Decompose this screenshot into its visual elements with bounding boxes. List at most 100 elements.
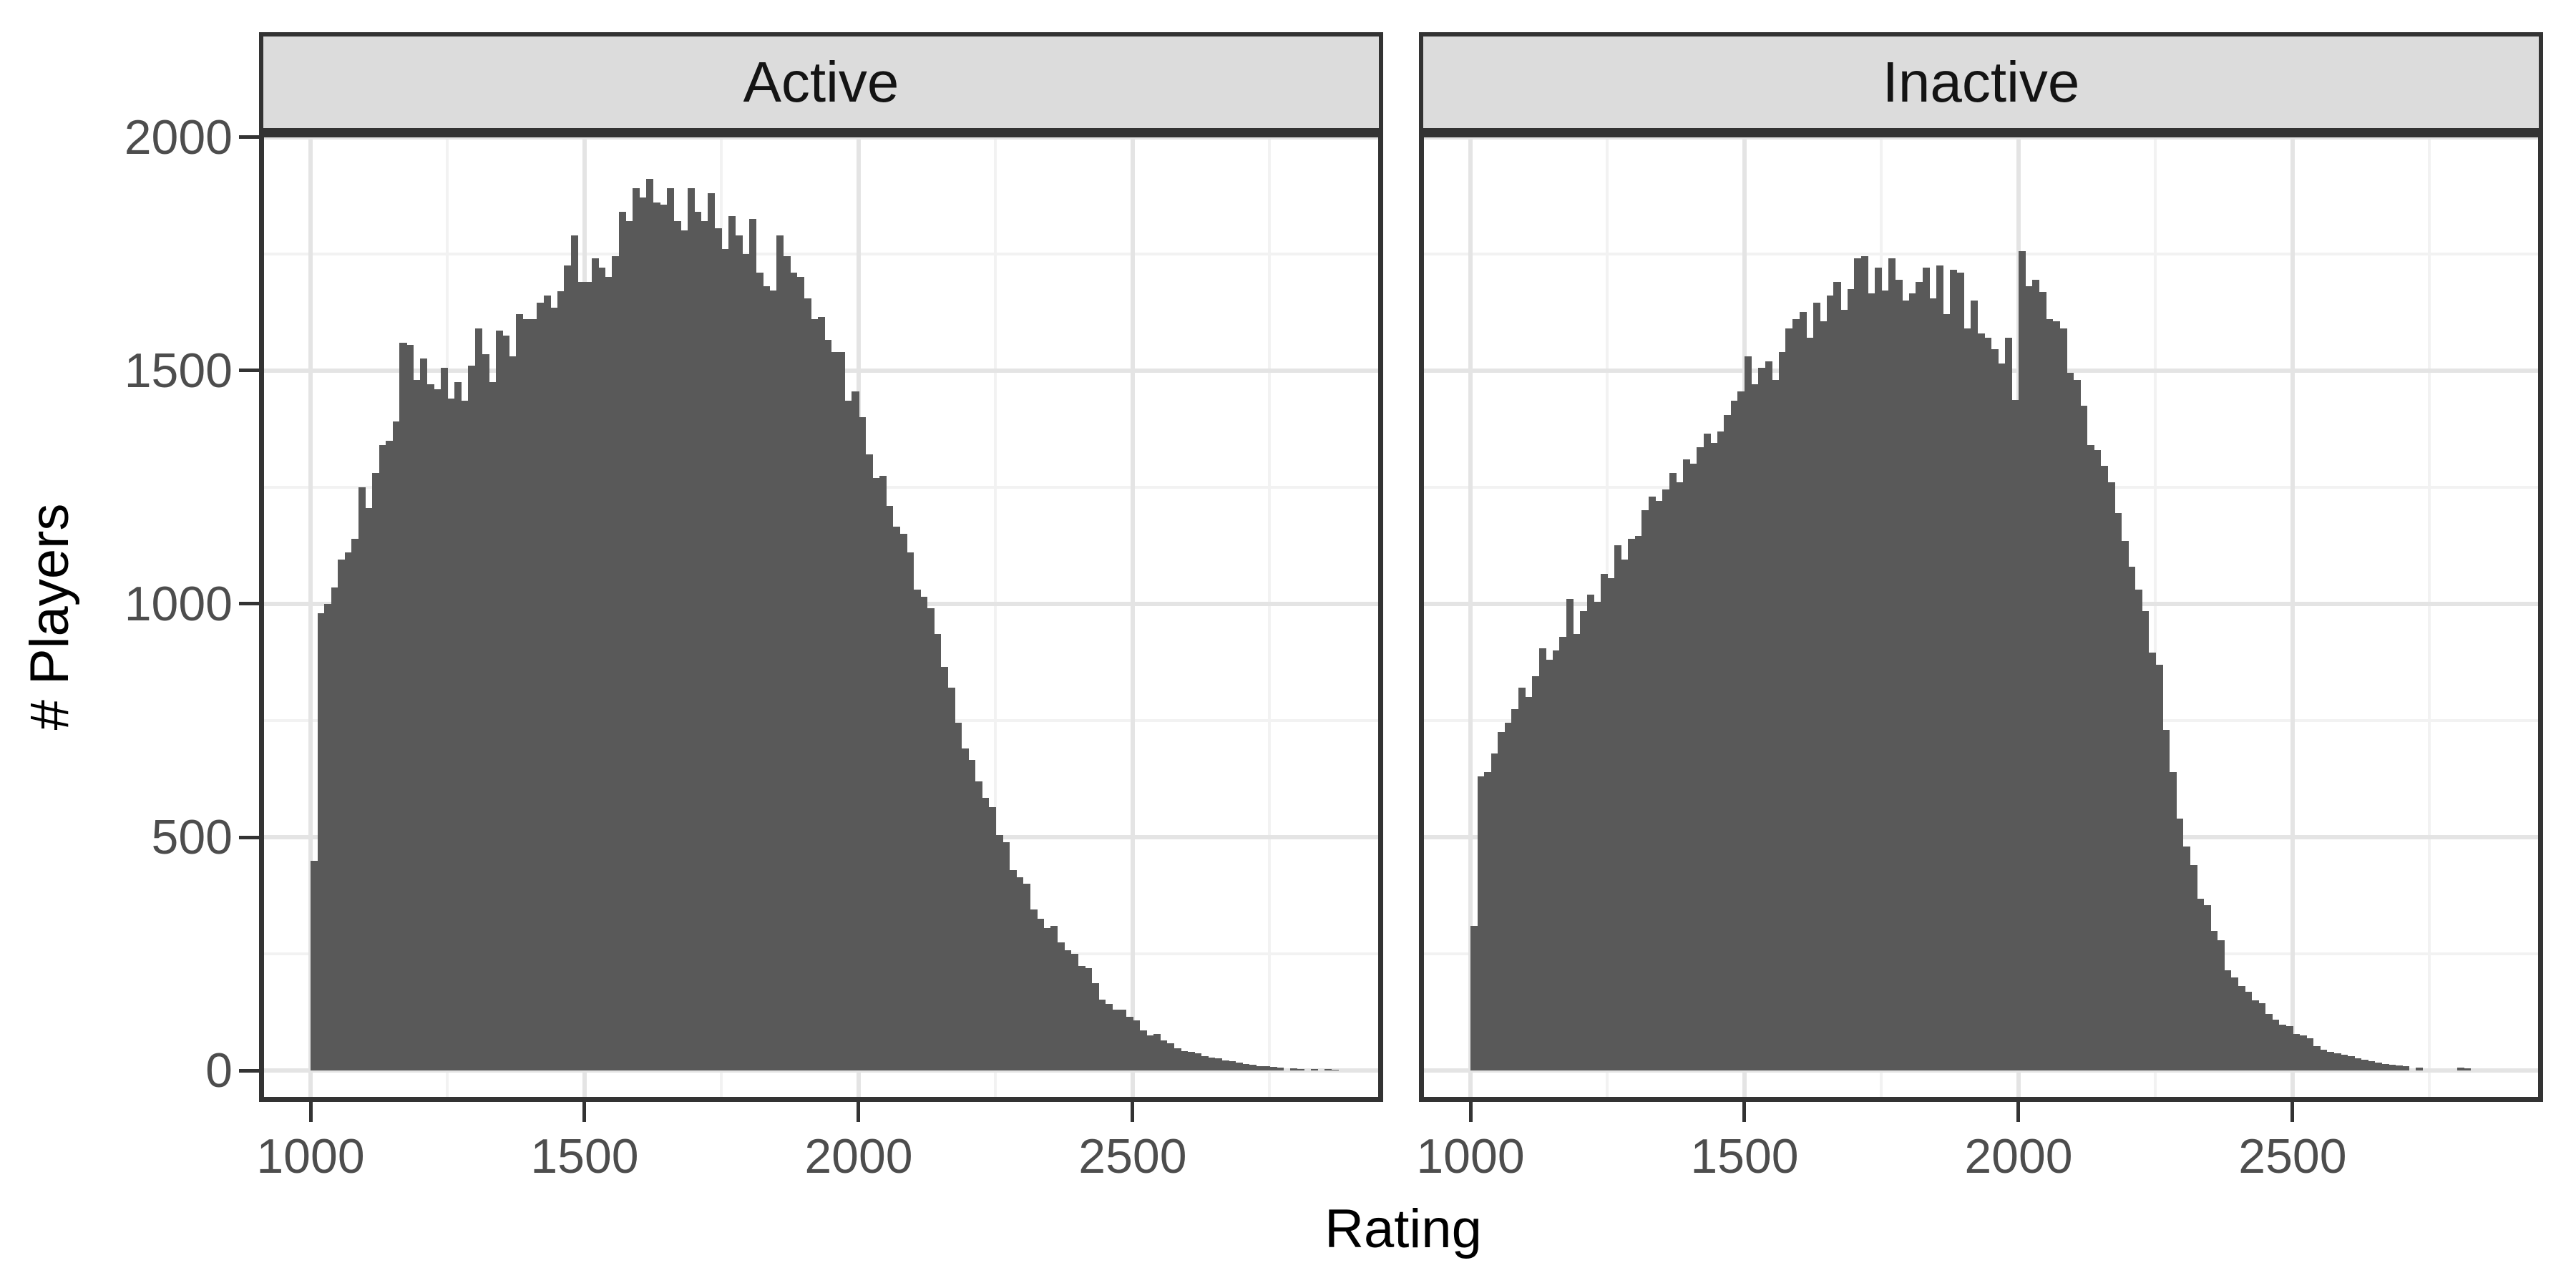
histogram-bar [633, 188, 640, 1071]
histogram-bar [2114, 512, 2122, 1071]
histogram-bar [2162, 730, 2170, 1071]
histogram-bar [1030, 909, 1038, 1071]
histogram-bar [879, 475, 887, 1071]
y-axis-tick [239, 135, 259, 140]
histogram-bar [1050, 926, 1058, 1071]
histogram-bar [516, 314, 524, 1071]
histogram-bar [920, 597, 928, 1071]
x-minor-gridline [2428, 132, 2431, 1102]
histogram-bar [1098, 1000, 1106, 1071]
histogram-bar [1228, 1061, 1236, 1071]
histogram-bar [1174, 1048, 1181, 1071]
histogram-bar [1970, 300, 1979, 1071]
histogram-bar [1208, 1058, 1216, 1071]
histogram-bar [1600, 573, 1609, 1071]
x-axis-tick-label: 1500 [1690, 1129, 1799, 1184]
histogram-bar [461, 401, 469, 1071]
histogram-bar [2258, 1002, 2266, 1071]
histogram-bar [2354, 1058, 2362, 1071]
histogram-bar [955, 723, 962, 1071]
histogram-bar [2169, 771, 2177, 1071]
histogram-bar [1511, 708, 1519, 1071]
histogram-bar [502, 335, 510, 1071]
histogram-bar [899, 534, 907, 1071]
histogram-bar [1580, 610, 1588, 1071]
histogram-bar [1201, 1056, 1209, 1071]
histogram-bar [317, 613, 325, 1071]
histogram-bar [1998, 363, 2006, 1071]
x-minor-gridline [2154, 132, 2157, 1102]
x-axis-tick [1742, 1102, 1747, 1122]
histogram-bar [646, 179, 654, 1071]
histogram-bar [1310, 1068, 1319, 1071]
x-axis-tick [582, 1102, 587, 1122]
histogram-bar [2251, 1000, 2259, 1071]
histogram-bar [399, 342, 407, 1071]
y-axis-tick-label: 2000 [124, 109, 233, 165]
histogram-bar [536, 303, 545, 1071]
histogram-bar [1840, 309, 1848, 1071]
histogram-bar [2046, 318, 2054, 1071]
histogram-bar [1091, 982, 1099, 1071]
histogram-bar [2388, 1065, 2396, 1071]
x-axis-tick-label: 1000 [256, 1129, 365, 1184]
histogram-bar [1194, 1053, 1202, 1071]
histogram-bar [2087, 445, 2094, 1071]
histogram-bar [783, 255, 791, 1071]
histogram-bar [1758, 368, 1766, 1071]
histogram-bar [1662, 489, 1670, 1071]
histogram-bar [1847, 288, 1855, 1071]
histogram-bar [1214, 1058, 1223, 1071]
histogram-bar [1682, 459, 1690, 1071]
histogram-bar [1043, 928, 1051, 1071]
histogram-bar [420, 358, 428, 1071]
histogram-bar [625, 220, 633, 1071]
histogram-bar [1180, 1050, 1189, 1071]
histogram-bar [1546, 660, 1553, 1071]
histogram-bar [1166, 1043, 1174, 1071]
histogram-bar [2416, 1067, 2424, 1071]
facet-strip-active: Active [259, 32, 1383, 132]
histogram-bar [577, 281, 585, 1071]
histogram-bar [386, 440, 394, 1071]
histogram-bar [2292, 1033, 2301, 1071]
histogram-bar [1696, 447, 1704, 1071]
histogram-bar [1112, 1010, 1120, 1071]
histogram-bar [810, 318, 819, 1071]
histogram-bar [714, 228, 723, 1071]
histogram-bar [2217, 940, 2225, 1071]
histogram-bar [482, 353, 489, 1071]
histogram-bar [372, 473, 380, 1071]
histogram-bar [838, 351, 846, 1071]
histogram-bar [2121, 540, 2129, 1071]
histogram-bar [1902, 300, 1910, 1071]
histogram-bar [2148, 653, 2157, 1071]
histogram-bar [379, 445, 386, 1071]
histogram-bar [2244, 992, 2253, 1071]
x-axis-tick [1468, 1102, 1473, 1122]
histogram-bar [447, 398, 455, 1071]
histogram-bar [1324, 1069, 1332, 1071]
histogram-bar [1249, 1065, 1257, 1071]
histogram-bar [2011, 399, 2019, 1071]
x-axis-tick-label: 2000 [804, 1129, 913, 1184]
histogram-bar [1118, 1010, 1126, 1071]
histogram-bar [1573, 634, 1581, 1071]
histogram-bar [824, 340, 832, 1071]
histogram-bar [680, 230, 688, 1071]
histogram-bar [440, 368, 449, 1071]
histogram-bar [858, 416, 867, 1071]
y-axis-tick-label: 1000 [124, 576, 233, 631]
histogram-bar [1703, 433, 1711, 1071]
histogram-bar [934, 634, 942, 1071]
histogram-bar [2073, 379, 2081, 1071]
x-axis-tick [1131, 1102, 1135, 1122]
histogram-bar [1269, 1067, 1277, 1071]
histogram-bar [701, 220, 708, 1071]
histogram-bar [434, 389, 441, 1071]
histogram-bar [358, 487, 366, 1071]
histogram-bar [1235, 1063, 1243, 1071]
histogram-bar [474, 328, 482, 1071]
histogram-bar [1290, 1068, 1298, 1071]
histogram-bar [1799, 312, 1807, 1071]
